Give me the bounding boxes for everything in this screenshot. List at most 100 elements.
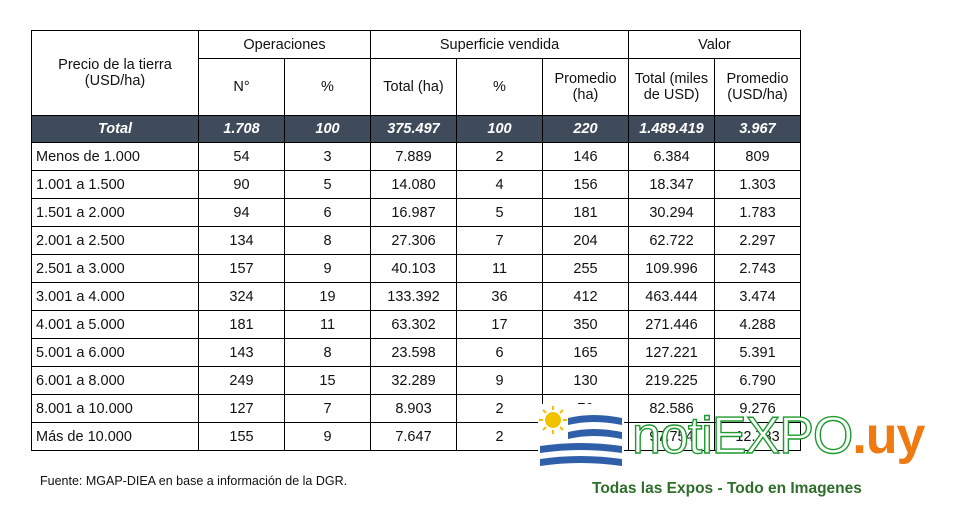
header-pct-surface: % <box>456 58 543 116</box>
header-avg-ha: Promedio (ha) <box>542 58 629 116</box>
table-cell: 62.722 <box>628 226 715 255</box>
table-cell: 130 <box>542 366 629 395</box>
table-cell: 63.302 <box>370 310 457 339</box>
table-cell: 8 <box>284 226 371 255</box>
table-cell: 6.384 <box>628 142 715 171</box>
table-cell: 133.392 <box>370 282 457 311</box>
table-cell: 181 <box>542 198 629 227</box>
table-cell: 4.288 <box>714 310 801 339</box>
brand-expo: EXPO <box>711 406 854 465</box>
table-cell: 11 <box>456 254 543 283</box>
table-cell: 16.987 <box>370 198 457 227</box>
brand-noti: noti <box>631 406 713 465</box>
table-cell: 23.598 <box>370 338 457 367</box>
table-cell: 14.080 <box>370 170 457 199</box>
table-cell: 463.444 <box>628 282 715 311</box>
table-cell: 412 <box>542 282 629 311</box>
total-cell: 100 <box>456 115 543 143</box>
header-value: Valor <box>628 30 801 59</box>
table-cell: 19 <box>284 282 371 311</box>
table-row: 6.001 a 8.000 249 15 32.289 9 130 219.225 6.790 <box>31 366 801 395</box>
table-cell: 324 <box>198 282 285 311</box>
table-cell: 181 <box>198 310 285 339</box>
header-row-2: N° % Total (ha) % Promedio (ha) Total (m… <box>32 58 801 116</box>
table-cell: 350 <box>542 310 629 339</box>
table-cell: 157 <box>198 254 285 283</box>
price-range-cell: 3.001 a 4.000 <box>31 282 199 311</box>
table-cell: 36 <box>456 282 543 311</box>
table-cell: 219.225 <box>628 366 715 395</box>
price-range-cell: 1.501 a 2.000 <box>31 198 199 227</box>
header-total-value: Total (miles de USD) <box>628 58 715 116</box>
table-row: 5.001 a 6.000 143 8 23.598 6 165 127.221 5.391 <box>31 338 801 367</box>
table-row: 3.001 a 4.000 324 19 133.392 36 412 463.444 3.4… <box>31 282 801 311</box>
header-avg-value: Promedio (USD/ha) <box>714 58 801 116</box>
table-cell: 134 <box>198 226 285 255</box>
total-cell: 1.489.419 <box>628 115 715 143</box>
table-body: Precio de la tierra (USD/ha) Operaciones… <box>31 30 801 451</box>
table-cell: 6 <box>456 338 543 367</box>
table-row: 2.501 a 3.000 157 9 40.103 11 255 109.996 2.743 <box>31 254 801 283</box>
table-cell: 18.347 <box>628 170 715 199</box>
table-cell: 9 <box>284 422 371 451</box>
table-cell: 54 <box>198 142 285 171</box>
table-cell: 2.743 <box>714 254 801 283</box>
table-cell: 809 <box>714 142 801 171</box>
table-cell: 2 <box>456 422 543 451</box>
table-cell: 40.103 <box>370 254 457 283</box>
brand-tagline: Todas las Expos - Todo en Imagenes <box>592 480 862 497</box>
header-row-1: Precio de la tierra (USD/ha) Operaciones… <box>31 30 801 116</box>
table-cell: 127 <box>198 394 285 423</box>
table-cell: 146 <box>542 142 629 171</box>
price-range-cell: 5.001 a 6.000 <box>31 338 199 367</box>
table-cell: 97.754 <box>628 422 715 451</box>
table-cell: 5 <box>284 170 371 199</box>
header-total-ha: Total (ha) <box>370 58 457 116</box>
total-row: Total 1.708 100 375.497 100 220 1.489.419 3.967 <box>31 115 801 143</box>
total-label: Total <box>31 115 199 143</box>
price-range-cell: 6.001 a 8.000 <box>31 366 199 395</box>
table-cell: 1.783 <box>714 198 801 227</box>
total-cell: 100 <box>284 115 371 143</box>
table-cell: 127.221 <box>628 338 715 367</box>
table-cell: 109.996 <box>628 254 715 283</box>
land-price-table: Precio de la tierra (USD/ha) Operaciones… <box>31 30 801 451</box>
table-cell: 3.474 <box>714 282 801 311</box>
table-cell: 8.903 <box>370 394 457 423</box>
total-cell: 220 <box>542 115 629 143</box>
table-cell: 271.446 <box>628 310 715 339</box>
table-cell: 7.889 <box>370 142 457 171</box>
watermark-logo: notiEXPO.uy Todas las Expos - Todo en Im… <box>532 404 962 514</box>
uruguay-flag-icon <box>538 404 624 468</box>
table-row: 1.001 a 1.500 90 5 14.080 4 156 18.347 1.303 <box>31 170 801 199</box>
price-range-cell: 8.001 a 10.000 <box>31 394 199 423</box>
table-row: 1.501 a 2.000 94 6 16.987 5 181 30.294 1.783 <box>31 198 801 227</box>
table-cell: 15 <box>284 366 371 395</box>
table-cell: 165 <box>542 338 629 367</box>
table-cell: 32.289 <box>370 366 457 395</box>
table-cell: 5.391 <box>714 338 801 367</box>
table-cell: 155 <box>198 422 285 451</box>
header-price: Precio de la tierra (USD/ha) <box>31 30 199 116</box>
table-cell: 255 <box>542 254 629 283</box>
source-note: Fuente: MGAP-DIEA en base a información … <box>40 474 348 488</box>
table-cell: 9 <box>284 254 371 283</box>
header-pct-ops: % <box>284 58 371 116</box>
table-row: Menos de 1.000 54 3 7.889 2 146 6.384 809 <box>31 142 801 171</box>
table-cell: 6.790 <box>714 366 801 395</box>
price-range-cell: 2.501 a 3.000 <box>31 254 199 283</box>
table-cell: 12.783 <box>714 422 801 451</box>
table-cell: 7.647 <box>370 422 457 451</box>
total-cell: 1.708 <box>198 115 285 143</box>
table-cell: 9 <box>456 366 543 395</box>
table-cell: 143 <box>198 338 285 367</box>
table-cell: 2.297 <box>714 226 801 255</box>
table-row: 4.001 a 5.000 181 11 63.302 17 350 271.446 4.28… <box>31 310 801 339</box>
table-cell: 11 <box>284 310 371 339</box>
table-row: 2.001 a 2.500 134 8 27.306 7 204 62.722 2.297 <box>31 226 801 255</box>
price-range-cell: Más de 10.000 <box>31 422 199 451</box>
table-cell: 204 <box>542 226 629 255</box>
price-range-cell: 4.001 a 5.000 <box>31 310 199 339</box>
total-cell: 375.497 <box>370 115 457 143</box>
table-cell: 6 <box>284 198 371 227</box>
